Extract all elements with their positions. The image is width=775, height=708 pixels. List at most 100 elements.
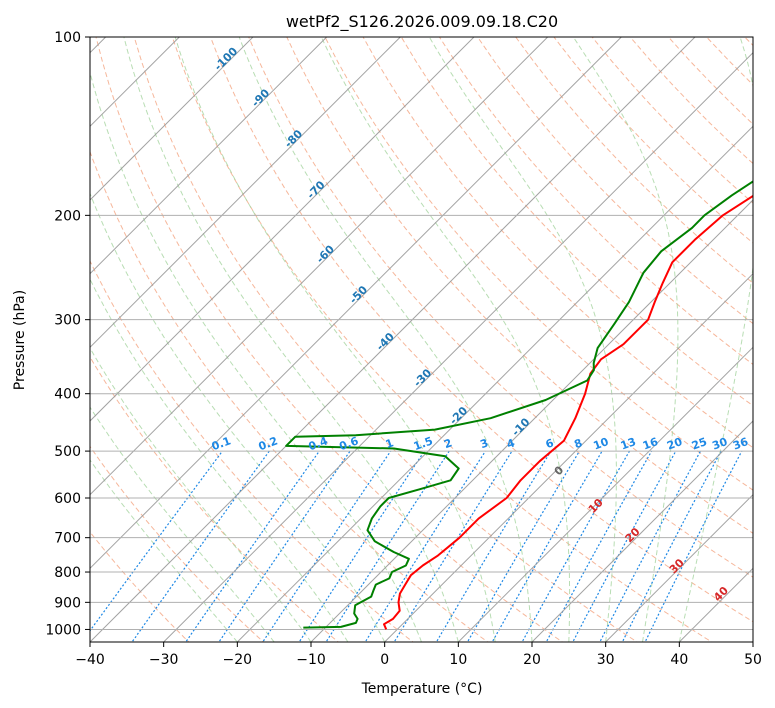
dewpoint-profile-line: [285, 180, 753, 629]
moist-adiabat-line: [90, 406, 275, 642]
mixing-ratio-value-label: 36: [731, 435, 750, 453]
isotherm-line: [236, 125, 753, 642]
dry-adiabat-line: [171, 37, 713, 642]
x-tick-label: −30: [149, 652, 179, 668]
x-tick-label: −40: [75, 652, 105, 668]
isotherm-line: [90, 37, 696, 642]
moist-adiabat-line: [678, 37, 753, 642]
mixing-ratio-line: [90, 450, 223, 632]
dry-adiabat-line: [95, 37, 564, 642]
mixing-ratio-value-label: 0.1: [210, 434, 233, 453]
y-tick-label: 400: [54, 387, 81, 403]
mixing-ratio-value-label: 25: [690, 435, 709, 452]
theta-e-value-label: 30: [667, 556, 687, 576]
x-tick-label: 0: [380, 652, 389, 668]
mixing-ratio-line: [364, 450, 486, 642]
chart-title: wetPf2_S126.2026.009.09.18.C20: [286, 12, 558, 32]
mixing-ratio-line: [644, 450, 743, 642]
isotherm-line: [457, 346, 753, 642]
moist-adiabat-line: [428, 37, 617, 642]
isotherm-line: [310, 199, 753, 642]
y-tick-label: 1000: [45, 622, 81, 638]
y-tick-label: 600: [54, 491, 81, 507]
isotherm-line: [678, 567, 753, 642]
theta-e-value-label: 40: [711, 584, 731, 604]
mixing-ratio-value-label: 20: [665, 435, 684, 453]
mixing-ratio-value-label: 0.4: [307, 434, 330, 453]
mixing-ratio-line: [185, 450, 320, 642]
isotherm-value-label: -40: [374, 330, 397, 353]
mixing-ratio-line: [262, 450, 392, 642]
isotherm-line: [163, 51, 753, 642]
theta-e-value-label: 10: [586, 496, 606, 516]
isotherm-line: [90, 37, 475, 422]
isotherm-line: [90, 37, 254, 201]
dry-adiabat-line: [438, 37, 753, 366]
dry-adiabat-line: [477, 37, 753, 325]
isotherm-line: [90, 37, 549, 496]
dry-adiabat-line: [90, 445, 265, 642]
mixing-ratio-value-label: 6: [544, 436, 556, 451]
y-tick-label: 500: [54, 444, 81, 460]
mixing-ratio-value-label: 10: [592, 435, 611, 453]
moist-adiabat-line: [90, 192, 386, 642]
temperature-profile-line: [383, 194, 753, 630]
mixing-ratio-line: [393, 450, 513, 642]
x-tick-label: 40: [670, 652, 688, 668]
mixing-ratio-line: [545, 450, 653, 642]
isotherm-value-label: -80: [282, 127, 305, 150]
mixing-ratio-value-label: 8: [572, 436, 584, 451]
isotherm-value-label: -100: [212, 44, 241, 73]
moist-adiabat-line: [572, 37, 679, 642]
isotherm-line: [384, 272, 753, 642]
isotherm-line: [90, 37, 328, 275]
background-lines: [90, 37, 753, 642]
line-labels: -100-90-80-70-60-50-40-30-20 -100.1 0.2 0.4…: [210, 44, 750, 604]
moist-adiabat-line: [238, 37, 533, 642]
theta-e-value-label: 20: [623, 525, 643, 545]
x-tick-label: 30: [597, 652, 615, 668]
dry-adiabat-line: [324, 37, 753, 491]
isotherm-value-label: -60: [314, 242, 337, 265]
dry-adiabat-line: [706, 37, 753, 86]
mixing-ratio-line: [621, 450, 722, 642]
dry-adiabat-line: [591, 37, 753, 204]
y-tick-label: 700: [54, 531, 81, 547]
x-tick-label: 50: [744, 652, 762, 668]
mixing-ratio-line: [298, 450, 425, 642]
moist-adiabat-line: [320, 37, 571, 642]
mixing-ratio-line: [466, 450, 580, 642]
dry-adiabat-line: [90, 356, 339, 642]
mixing-ratio-line: [218, 450, 351, 642]
mixing-ratio-line: [325, 450, 450, 642]
y-axis-ticks: 100 200 300 400 500 600 700 800 900 1000: [45, 30, 90, 638]
isotherm-line: [531, 420, 753, 642]
mixing-ratio-value-label: 16: [641, 435, 660, 453]
moist-adiabat-line: [90, 347, 312, 642]
x-tick-label: 10: [449, 652, 467, 668]
isotherm-line: [90, 37, 622, 570]
isotherm-line: [605, 493, 753, 642]
dry-adiabat-line: [362, 37, 753, 449]
dry-adiabat-line: [744, 37, 753, 47]
isotherm-value-label: -10: [509, 415, 532, 438]
mixing-ratio-value-label: 30: [710, 435, 729, 453]
y-tick-label: 900: [54, 595, 81, 611]
y-tick-label: 300: [54, 313, 81, 329]
mixing-ratio-value-label: 1.5: [412, 434, 435, 453]
mixing-ratio-value-label: 13: [619, 435, 638, 452]
mixing-ratio-line: [435, 450, 552, 642]
dry-adiabat-line: [90, 150, 489, 642]
dry-adiabat-line: [286, 37, 753, 534]
isotherm-value-label: -70: [304, 178, 327, 201]
x-tick-label: 20: [523, 652, 541, 668]
x-axis-label: Temperature (°C): [361, 681, 483, 697]
mixing-ratio-line: [131, 450, 270, 642]
mixing-ratio-value-label: 3: [478, 436, 490, 451]
mixing-ratio-value-label: 4: [505, 436, 517, 451]
dry-adiabat-line: [248, 37, 753, 578]
mixing-ratio-value-label: 0.2: [257, 434, 280, 453]
isotherm-value-label: -50: [347, 283, 370, 306]
mixing-ratio-line: [572, 450, 677, 642]
